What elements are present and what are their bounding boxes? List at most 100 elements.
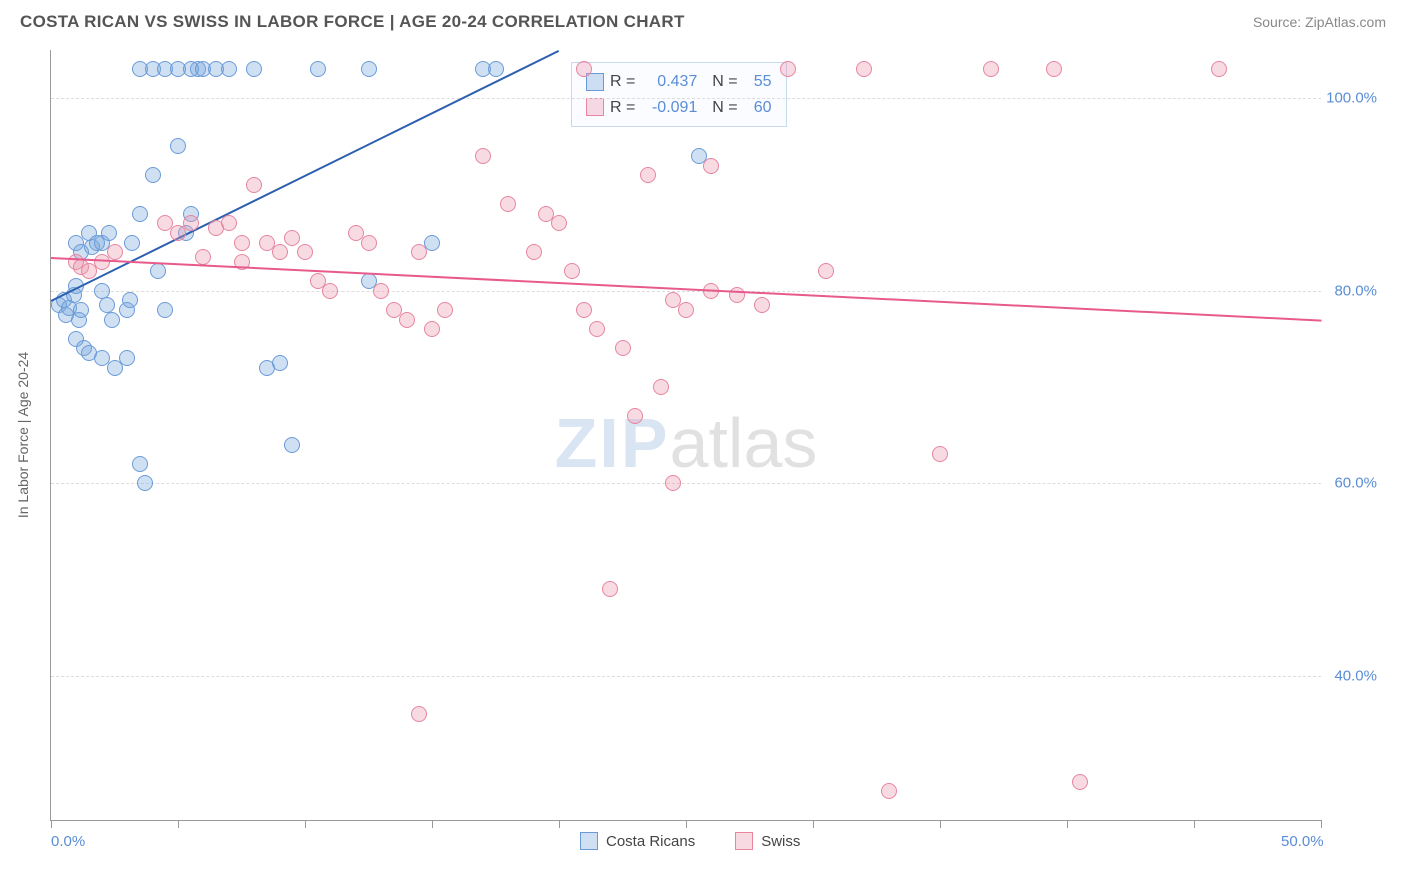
data-point xyxy=(818,263,834,279)
data-point xyxy=(361,61,377,77)
data-point xyxy=(322,283,338,299)
data-point xyxy=(564,263,580,279)
data-point xyxy=(145,167,161,183)
data-point xyxy=(183,215,199,231)
data-point xyxy=(272,244,288,260)
data-point xyxy=(983,61,999,77)
watermark: ZIPatlas xyxy=(555,403,818,483)
plot-area: In Labor Force | Age 20-24 ZIPatlas R = … xyxy=(50,50,1321,821)
gridline-h xyxy=(51,483,1321,484)
x-tick xyxy=(178,820,179,828)
trend-line xyxy=(51,50,560,302)
data-point xyxy=(526,244,542,260)
chart-container: In Labor Force | Age 20-24 ZIPatlas R = … xyxy=(50,50,1370,820)
data-point xyxy=(170,138,186,154)
data-point xyxy=(150,263,166,279)
data-point xyxy=(246,177,262,193)
data-point xyxy=(576,61,592,77)
x-tick xyxy=(432,820,433,828)
legend-swatch xyxy=(580,832,598,850)
data-point xyxy=(640,167,656,183)
data-point xyxy=(754,297,770,313)
data-point xyxy=(780,61,796,77)
data-point xyxy=(615,340,631,356)
legend-swatch xyxy=(735,832,753,850)
data-point xyxy=(488,61,504,77)
chart-title: COSTA RICAN VS SWISS IN LABOR FORCE | AG… xyxy=(20,12,685,32)
legend-label: Swiss xyxy=(761,833,800,850)
data-point xyxy=(411,706,427,722)
data-point xyxy=(602,581,618,597)
data-point xyxy=(589,321,605,337)
legend-n-label: N = xyxy=(703,69,737,95)
data-point xyxy=(137,475,153,491)
data-point xyxy=(297,244,313,260)
data-point xyxy=(437,302,453,318)
data-point xyxy=(653,379,669,395)
data-point xyxy=(399,312,415,328)
x-tick xyxy=(51,820,52,828)
data-point xyxy=(475,148,491,164)
x-tick-label: 0.0% xyxy=(51,833,85,850)
correlation-legend: R = 0.437 N = 55R = -0.091 N = 60 xyxy=(571,62,787,127)
legend-item: Swiss xyxy=(735,832,800,850)
data-point xyxy=(234,235,250,251)
legend-r-value: 0.437 xyxy=(641,69,697,95)
x-tick xyxy=(559,820,560,828)
legend-r-label: R = xyxy=(610,69,635,95)
watermark-atlas: atlas xyxy=(670,404,818,482)
data-point xyxy=(104,312,120,328)
legend-item: Costa Ricans xyxy=(580,832,695,850)
x-tick xyxy=(1321,820,1322,828)
gridline-h xyxy=(51,291,1321,292)
y-tick-label: 40.0% xyxy=(1334,667,1377,684)
data-point xyxy=(284,437,300,453)
data-point xyxy=(107,244,123,260)
y-tick-label: 60.0% xyxy=(1334,475,1377,492)
data-point xyxy=(272,355,288,371)
y-tick-label: 100.0% xyxy=(1326,90,1377,107)
legend-label: Costa Ricans xyxy=(606,833,695,850)
x-tick xyxy=(1067,820,1068,828)
data-point xyxy=(73,302,89,318)
data-point xyxy=(221,215,237,231)
series-legend: Costa Ricans Swiss xyxy=(580,832,800,850)
x-tick xyxy=(813,820,814,828)
legend-row: R = 0.437 N = 55 xyxy=(586,69,772,95)
data-point xyxy=(101,225,117,241)
x-tick xyxy=(1194,820,1195,828)
data-point xyxy=(881,783,897,799)
data-point xyxy=(932,446,948,462)
data-point xyxy=(119,350,135,366)
gridline-h xyxy=(51,676,1321,677)
y-tick-label: 80.0% xyxy=(1334,282,1377,299)
data-point xyxy=(678,302,694,318)
data-point xyxy=(627,408,643,424)
data-point xyxy=(246,61,262,77)
data-point xyxy=(157,302,173,318)
data-point xyxy=(124,235,140,251)
data-point xyxy=(1072,774,1088,790)
data-point xyxy=(576,302,592,318)
chart-header: COSTA RICAN VS SWISS IN LABOR FORCE | AG… xyxy=(0,0,1406,40)
data-point xyxy=(195,249,211,265)
data-point xyxy=(424,321,440,337)
data-point xyxy=(551,215,567,231)
x-tick xyxy=(305,820,306,828)
y-axis-label: In Labor Force | Age 20-24 xyxy=(15,352,31,518)
data-point xyxy=(703,158,719,174)
data-point xyxy=(284,230,300,246)
data-point xyxy=(1211,61,1227,77)
x-tick xyxy=(940,820,941,828)
data-point xyxy=(310,61,326,77)
data-point xyxy=(665,475,681,491)
watermark-zip: ZIP xyxy=(555,404,670,482)
chart-source: Source: ZipAtlas.com xyxy=(1253,14,1386,30)
data-point xyxy=(500,196,516,212)
data-point xyxy=(132,456,148,472)
gridline-h xyxy=(51,98,1321,99)
data-point xyxy=(132,206,148,222)
data-point xyxy=(122,292,138,308)
legend-n-value: 55 xyxy=(744,69,772,95)
legend-swatch xyxy=(586,98,604,116)
